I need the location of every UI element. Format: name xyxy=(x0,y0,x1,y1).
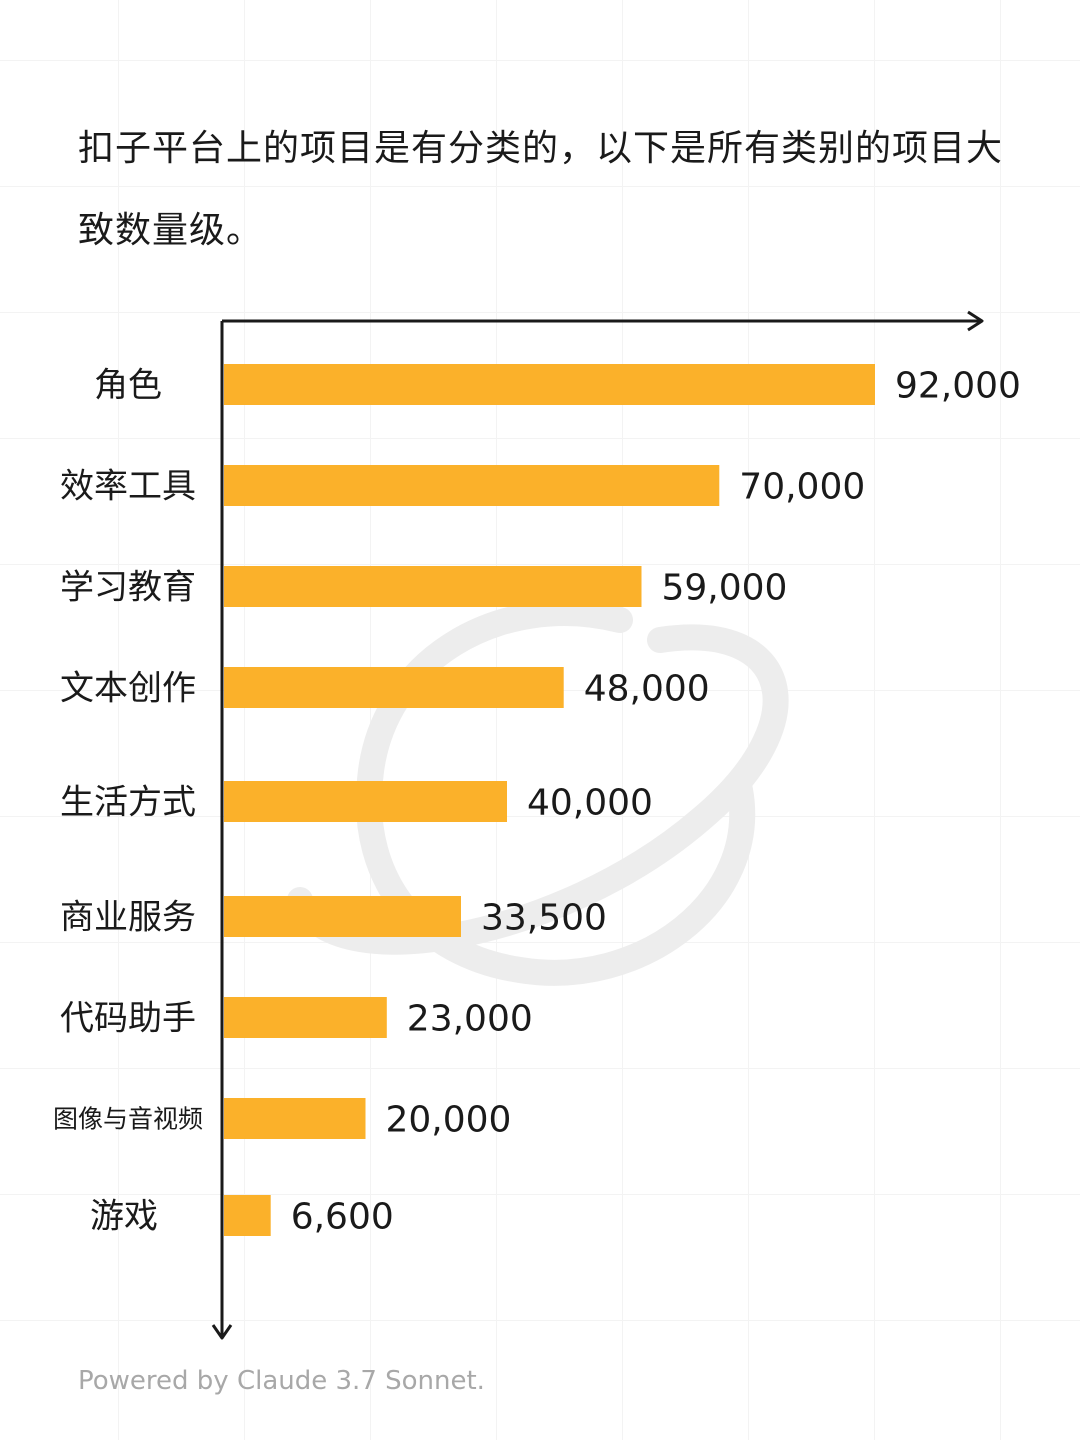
bar-1 xyxy=(224,364,875,405)
bars xyxy=(224,364,875,1236)
value-label-6: 33,500 xyxy=(481,898,607,939)
x-axis-arrow-icon xyxy=(967,310,984,332)
value-label-8: 20,000 xyxy=(386,1100,512,1141)
bar-4 xyxy=(224,667,564,708)
category-label-2: 效率工具 xyxy=(60,467,196,507)
category-label-4: 文本创作 xyxy=(60,669,196,709)
value-label-3: 59,000 xyxy=(662,568,788,609)
value-labels: 92,000 70,000 59,000 48,000 40,000 33,500 23,0… xyxy=(291,366,1021,1238)
axes xyxy=(211,310,984,1340)
category-label-3: 学习教育 xyxy=(60,568,196,608)
bar-7 xyxy=(224,997,387,1038)
footer-credit: Powered by Claude 3.7 Sonnet. xyxy=(78,1366,485,1396)
bar-6 xyxy=(224,896,461,937)
value-label-1: 92,000 xyxy=(895,366,1021,407)
y-axis-arrow-icon xyxy=(211,1324,233,1340)
value-label-9: 6,600 xyxy=(291,1197,394,1238)
value-label-7: 23,000 xyxy=(407,999,533,1040)
bar-5 xyxy=(224,781,507,822)
bar-3 xyxy=(224,566,642,607)
intro-text: 扣子平台上的项目是有分类的，以下是所有类别的项目大致数量级。 xyxy=(78,128,1004,251)
category-label-5: 生活方式 xyxy=(60,783,196,823)
category-label-7: 代码助手 xyxy=(60,999,196,1039)
category-label-9: 游戏 xyxy=(90,1197,158,1237)
category-label-1: 角色 xyxy=(94,366,162,406)
category-label-6: 商业服务 xyxy=(60,898,196,938)
value-label-5: 40,000 xyxy=(527,783,653,824)
bar-9 xyxy=(224,1195,271,1236)
bar-2 xyxy=(224,465,720,506)
category-label-8: 图像与音视频 xyxy=(53,1105,203,1134)
value-label-2: 70,000 xyxy=(739,467,865,508)
value-label-4: 48,000 xyxy=(584,669,710,710)
bar-8 xyxy=(224,1098,366,1139)
